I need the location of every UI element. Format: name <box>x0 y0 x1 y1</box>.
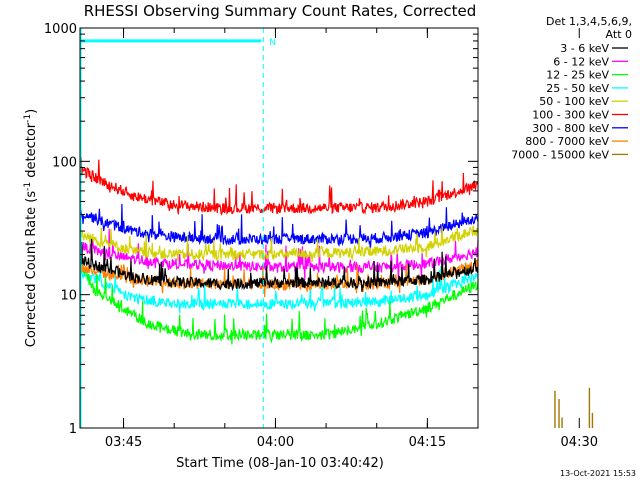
legend-label: 7000 - 15000 keV <box>511 148 609 161</box>
x-tick-label: 04:15 <box>409 435 446 450</box>
chart-title: RHESSI Observing Summary Count Rates, Co… <box>84 2 477 20</box>
legend-header-detectors: Det 1,3,4,5,6,9, <box>546 15 632 28</box>
y-tick-label: 1 <box>69 422 77 437</box>
x-tick-label: 04:30 <box>561 435 598 450</box>
legend-label: 12 - 25 keV <box>546 69 609 82</box>
footer-date: 13-Oct-2021 15:53 <box>560 469 636 478</box>
legend-label: 100 - 300 keV <box>532 109 609 122</box>
y-tick-label: 10 <box>60 289 77 304</box>
y-label-part-1: Corrected Count Rate (s <box>24 191 39 348</box>
legend-label: 25 - 50 keV <box>546 82 609 95</box>
x-tick-label: 04:00 <box>257 435 294 450</box>
legend-label: 6 - 12 keV <box>553 55 609 68</box>
y-axis-label: Corrected Count Rate (s-1 detector-1) <box>23 109 39 347</box>
y-tick-label: 1000 <box>44 22 77 37</box>
legend-label: 300 - 800 keV <box>532 122 609 135</box>
series-line-4 <box>80 225 479 263</box>
series-layer <box>79 156 594 428</box>
night-marker: N <box>269 38 276 48</box>
y-label-part-3: ) <box>24 109 39 114</box>
y-label-part-2: detector <box>24 122 39 182</box>
legend-label: 3 - 6 keV <box>560 42 609 55</box>
x-tick-label: 03:45 <box>105 435 142 450</box>
series-line-0 <box>79 238 479 292</box>
x-axis-label: Start Time (08-Jan-10 03:40:42) <box>176 456 384 471</box>
annotation-layer: N <box>80 28 276 428</box>
y-label-sup-1: -1 <box>23 182 33 191</box>
axes-layer: 110100100003:4504:0004:1504:3004:4505:00… <box>44 22 598 450</box>
legend-header-attenuator: Att 0 <box>606 28 632 41</box>
series-line-5 <box>79 156 479 216</box>
legend-label: 50 - 100 keV <box>539 95 609 108</box>
y-tick-label: 100 <box>52 155 77 170</box>
series-line-2 <box>79 255 479 345</box>
series-line-3 <box>79 262 479 314</box>
legend-label: 800 - 7000 keV <box>525 135 609 148</box>
y-label-sup-2: -1 <box>23 114 33 123</box>
plot-frame <box>79 27 479 429</box>
